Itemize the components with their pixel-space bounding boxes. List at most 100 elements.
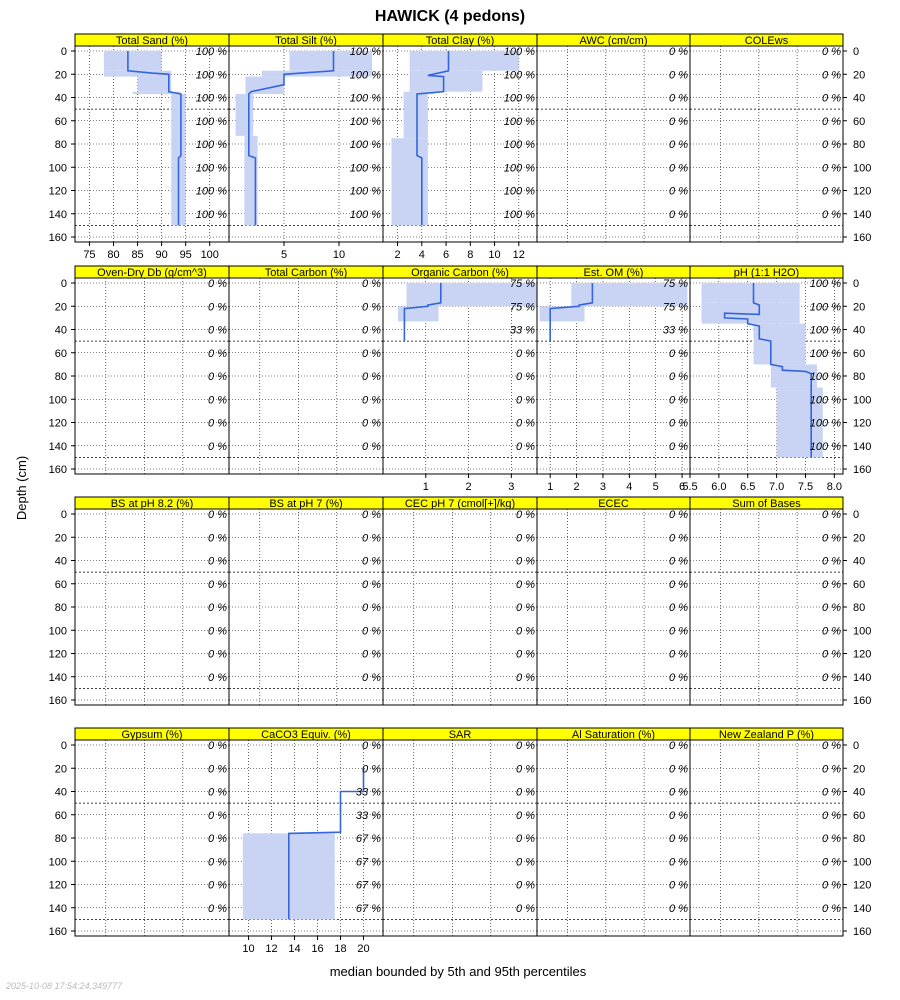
coverage-label: 0 % — [822, 649, 841, 661]
y-tick-label-left: 20 — [55, 301, 67, 313]
y-tick-label-left: 140 — [49, 903, 67, 915]
plot-area — [690, 46, 843, 242]
coverage-label: 100 % — [504, 69, 535, 81]
coverage-label: 0 % — [669, 810, 688, 822]
coverage-label: 0 % — [669, 209, 688, 221]
coverage-label: 0 % — [208, 441, 227, 453]
coverage-label: 0 % — [516, 740, 535, 752]
coverage-label: 0 % — [669, 532, 688, 544]
coverage-label: 0 % — [208, 625, 227, 637]
percentile-band — [397, 306, 439, 322]
percentile-band — [753, 323, 806, 365]
coverage-label: 0 % — [208, 532, 227, 544]
y-tick-label-left: 20 — [55, 69, 67, 81]
coverage-label: 100 % — [196, 209, 227, 221]
percentile-band — [103, 70, 172, 77]
x-tick-label: 10 — [488, 249, 500, 261]
coverage-label: 0 % — [516, 880, 535, 892]
panel-title: Sum of Bases — [732, 498, 801, 510]
coverage-label: 0 % — [362, 325, 381, 337]
coverage-label: 0 % — [669, 93, 688, 105]
panel: CaCO3 Equiv. (%) 0 % 0 % 33 % 33 % 67 % 67 % 67… — [228, 727, 384, 955]
y-tick-label-left: 80 — [55, 371, 67, 383]
coverage-label: 0 % — [822, 856, 841, 868]
y-tick-label-right: 140 — [853, 672, 871, 684]
plot-content — [537, 278, 690, 474]
y-tick-label-left: 60 — [55, 116, 67, 128]
coverage-label: 0 % — [669, 69, 688, 81]
coverage-label: 100 % — [350, 139, 381, 151]
coverage-label: 0 % — [362, 602, 381, 614]
panel: Oven-Dry Db (g/cm^3)0 %0 %0 %0 %0 %0 %0 … — [74, 265, 230, 475]
plot-area — [383, 509, 537, 705]
y-tick-label-left: 140 — [49, 672, 67, 684]
coverage-label: 0 % — [669, 625, 688, 637]
x-tick-label: 1 — [423, 481, 429, 493]
coverage-label: 0 % — [208, 509, 227, 521]
percentile-band — [409, 51, 519, 71]
y-tick-label-left: 120 — [49, 418, 67, 430]
coverage-label: 0 % — [669, 348, 688, 360]
x-tick-label: 8.0 — [827, 481, 842, 493]
coverage-label: 0 % — [362, 348, 381, 360]
coverage-label: 33 % — [510, 325, 535, 337]
coverage-label: 0 % — [208, 763, 227, 775]
panel: COLEws 0 % 0 % 0 % 0 % 0 % 0 % 0 % 0 % — [689, 33, 844, 243]
coverage-label: 100 % — [504, 186, 535, 198]
coverage-label: 0 % — [669, 162, 688, 174]
panel-title: Al Saturation (%) — [572, 729, 655, 741]
panel: BS at pH 8.2 (%) 0 % 0 % 0 % 0 % 0 % 0 % 0 % 0 % — [74, 496, 230, 706]
x-tick-label: 12 — [513, 249, 525, 261]
coverage-label: 0 % — [208, 740, 227, 752]
x-tick-label: 7.0 — [769, 481, 784, 493]
percentile-band — [571, 283, 688, 307]
percentile-band — [289, 51, 372, 71]
y-tick-label-right: 100 — [853, 394, 871, 406]
panel: Sum of Bases 0 % 0 % 0 % 0 % 0 % 0 % 0 % 0 % — [689, 496, 844, 706]
x-tick-label: 7.5 — [798, 481, 813, 493]
y-tick-label-left: 60 — [55, 348, 67, 360]
coverage-label: 0 % — [669, 509, 688, 521]
x-tick-label: 2 — [574, 481, 580, 493]
coverage-label: 0 % — [822, 880, 841, 892]
x-tick-label: 1 — [547, 481, 553, 493]
x-tick-label: 10 — [242, 943, 254, 955]
coverage-label: 0 % — [669, 602, 688, 614]
coverage-label: 100 % — [504, 93, 535, 105]
median-line — [287, 768, 365, 920]
coverage-label: 100 % — [504, 139, 535, 151]
coverage-label: 0 % — [822, 116, 841, 128]
y-tick-label-left: 160 — [49, 695, 67, 707]
coverage-label: 0 % — [362, 278, 381, 290]
percentile-band — [262, 70, 372, 77]
y-tick-label-right: 40 — [853, 787, 865, 799]
plot-content — [537, 740, 690, 936]
y-tick-label-left: 80 — [55, 602, 67, 614]
panel: New Zealand P (%) 0 % 0 % 0 % 0 % 0 % 0 % 0 % 0 … — [689, 727, 844, 937]
y-tick-label-left: 140 — [49, 441, 67, 453]
coverage-label: 100 % — [196, 69, 227, 81]
plot-area — [75, 509, 229, 705]
panel: Organic Carbon (%)75 %75 %33 %0 %0 %0 %0… — [382, 265, 538, 493]
coverage-label: 75 % — [663, 301, 688, 313]
panel: BS at pH 7 (%) 0 % 0 % 0 % 0 % 0 % 0 % 0 % 0 % — [228, 496, 384, 706]
y-tick-label-right: 140 — [853, 441, 871, 453]
coverage-label: 0 % — [208, 301, 227, 313]
coverage-label: 0 % — [822, 46, 841, 58]
coverage-label: 0 % — [669, 856, 688, 868]
x-tick-label: 5.5 — [682, 481, 697, 493]
coverage-label: 0 % — [208, 348, 227, 360]
coverage-label: 0 % — [822, 556, 841, 568]
percentile-band — [539, 306, 585, 322]
percentile-band — [701, 302, 800, 324]
x-tick-label: 5 — [281, 249, 287, 261]
y-tick-label-right: 160 — [853, 232, 871, 244]
coverage-label: 0 % — [208, 810, 227, 822]
plot-content — [383, 278, 537, 474]
coverage-label: 0 % — [208, 903, 227, 915]
y-tick-label-right: 60 — [853, 810, 865, 822]
coverage-label: 0 % — [669, 787, 688, 799]
plot-area — [229, 509, 383, 705]
percentile-band — [103, 51, 162, 71]
